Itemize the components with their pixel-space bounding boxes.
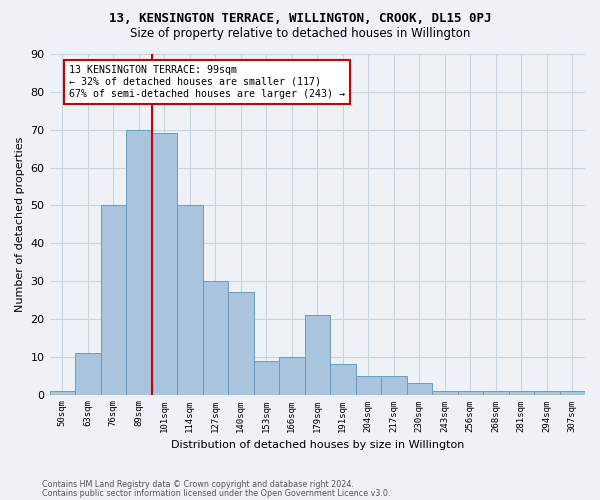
Bar bbox=[458, 391, 483, 394]
Bar bbox=[509, 391, 534, 394]
Text: 13 KENSINGTON TERRACE: 99sqm
← 32% of detached houses are smaller (117)
67% of s: 13 KENSINGTON TERRACE: 99sqm ← 32% of de… bbox=[68, 66, 344, 98]
Bar bbox=[50, 391, 75, 394]
Bar bbox=[560, 391, 585, 394]
Bar bbox=[126, 130, 152, 394]
Text: Size of property relative to detached houses in Willington: Size of property relative to detached ho… bbox=[130, 28, 470, 40]
Text: Contains HM Land Registry data © Crown copyright and database right 2024.: Contains HM Land Registry data © Crown c… bbox=[42, 480, 354, 489]
Bar bbox=[254, 360, 279, 394]
Text: Contains public sector information licensed under the Open Government Licence v3: Contains public sector information licen… bbox=[42, 488, 391, 498]
Bar bbox=[203, 281, 228, 394]
X-axis label: Distribution of detached houses by size in Willington: Distribution of detached houses by size … bbox=[170, 440, 464, 450]
Bar bbox=[432, 391, 458, 394]
Bar bbox=[152, 134, 177, 394]
Bar bbox=[534, 391, 560, 394]
Bar bbox=[75, 353, 101, 395]
Bar bbox=[305, 315, 330, 394]
Bar bbox=[356, 376, 381, 394]
Bar bbox=[483, 391, 509, 394]
Bar bbox=[228, 292, 254, 394]
Bar bbox=[177, 206, 203, 394]
Bar bbox=[381, 376, 407, 394]
Bar bbox=[330, 364, 356, 394]
Bar bbox=[101, 206, 126, 394]
Bar bbox=[279, 356, 305, 395]
Text: 13, KENSINGTON TERRACE, WILLINGTON, CROOK, DL15 0PJ: 13, KENSINGTON TERRACE, WILLINGTON, CROO… bbox=[109, 12, 491, 26]
Bar bbox=[407, 383, 432, 394]
Y-axis label: Number of detached properties: Number of detached properties bbox=[15, 136, 25, 312]
